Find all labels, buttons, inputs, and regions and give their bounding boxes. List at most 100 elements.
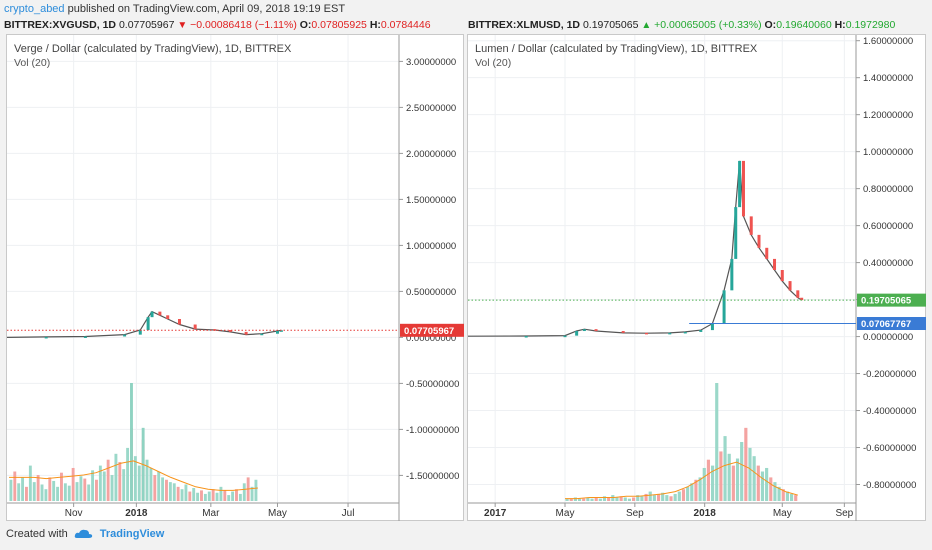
price-candle <box>780 270 784 282</box>
volume-bar <box>640 496 644 501</box>
volume-bar <box>686 486 690 501</box>
volume-bar <box>211 489 215 501</box>
volume-bar <box>636 495 640 501</box>
y-tick-label: 2.50000000 <box>406 103 456 114</box>
price-candle <box>773 258 777 270</box>
volume-bar <box>789 493 794 501</box>
volume-bar <box>36 475 40 501</box>
y-tick-label: 1.20000000 <box>863 110 913 121</box>
volume-bar <box>254 479 258 501</box>
ticker-open: 0.19640060 <box>776 19 832 31</box>
price-candle <box>575 331 579 336</box>
volume-bar <box>71 467 75 501</box>
volume-bar <box>238 493 242 501</box>
y-tick-label: -0.60000000 <box>863 443 916 454</box>
price-candle <box>699 330 703 332</box>
price-candle <box>228 330 232 332</box>
volume-bar <box>715 383 719 501</box>
volume-bar <box>644 493 648 501</box>
volume-bar <box>615 497 619 501</box>
volume-bar <box>192 488 196 501</box>
volume-bar <box>9 479 13 501</box>
volume-bar <box>161 477 165 501</box>
volume-bar <box>250 486 254 501</box>
volume-bar <box>594 497 598 501</box>
volume-bar <box>602 496 607 501</box>
volume-bar <box>565 498 569 501</box>
volume-bar <box>569 498 573 501</box>
y-tick-label: 0.00000000 <box>863 332 913 343</box>
volume-bar <box>126 447 130 501</box>
volume-bar <box>219 486 223 501</box>
volume-bar <box>577 498 582 501</box>
volume-bar <box>188 491 192 501</box>
ticker-last: 0.07705967 <box>118 19 175 31</box>
chart-lumen-svg[interactable]: 1.60000000 1.40000000 1.20000000 1.00000000… <box>468 35 927 522</box>
volume-bar <box>63 483 67 501</box>
price-candle <box>734 207 738 259</box>
volume-bar <box>582 498 586 501</box>
volume-bar <box>106 459 110 501</box>
volume-bar <box>781 489 785 501</box>
volume-bar <box>79 476 83 501</box>
chart-panel-verge[interactable]: 3.00000000 2.50000000 2.00000000 1.50000000… <box>6 34 464 521</box>
y-tick-label: 0.60000000 <box>863 221 913 232</box>
volume-bar <box>203 493 207 501</box>
volume-bar <box>586 497 590 501</box>
last-price-tag <box>857 293 926 307</box>
y-tick-label: 1.00000000 <box>406 241 456 252</box>
volume-bar <box>740 442 744 501</box>
volume-bar <box>137 465 141 501</box>
volume-bar <box>184 484 188 501</box>
price-candle <box>788 281 792 291</box>
chart-panel-lumen[interactable]: 1.60000000 1.40000000 1.20000000 1.00000000… <box>467 34 926 521</box>
volume-bar <box>118 462 122 501</box>
y-tick-label: 0.40000000 <box>863 258 913 269</box>
volume-bar <box>652 495 656 501</box>
tradingview-brand[interactable]: TradingView <box>99 528 165 540</box>
volume-bar <box>702 467 706 501</box>
horizontal-line-label: 0.07067767 <box>861 319 911 330</box>
volume-bar <box>67 485 71 501</box>
chart-verge-svg[interactable]: 3.00000000 2.50000000 2.00000000 1.50000000… <box>7 35 465 522</box>
price-candle <box>800 297 804 301</box>
x-tick-label: 2018 <box>125 508 148 519</box>
footer: Created with TradingView <box>6 528 164 540</box>
x-tick-label: May <box>773 508 792 519</box>
price-candle <box>594 329 598 332</box>
price-candle <box>710 323 714 331</box>
volume-bar <box>207 491 211 501</box>
price-candle <box>621 331 625 333</box>
tradingview-cloud-icon <box>74 529 92 538</box>
price-candle <box>582 329 586 332</box>
price-candle <box>83 336 87 338</box>
price-candle <box>177 319 181 325</box>
volume-bar <box>91 470 95 501</box>
ticker-high: 0.1972980 <box>845 19 896 31</box>
x-tick-label: Mar <box>202 508 220 519</box>
high-label: H: <box>834 19 846 31</box>
volume-bar <box>231 491 235 501</box>
y-tick-label: 0.00000000 <box>406 333 456 344</box>
ticker-change: +0.00065005 (+0.33%) <box>654 19 762 31</box>
price-candle <box>244 331 248 335</box>
volume-bar <box>52 480 56 501</box>
volume-bar <box>794 495 798 501</box>
volume-bar <box>752 456 756 501</box>
volume-bar <box>694 479 698 501</box>
volume-bar <box>727 453 731 501</box>
volume-bar <box>627 498 632 501</box>
price-candle <box>193 324 197 330</box>
price-candle <box>738 160 742 208</box>
price-candle <box>524 336 528 338</box>
volume-bar <box>56 486 60 501</box>
price-candle <box>730 258 734 291</box>
price-candle <box>158 311 162 316</box>
volume-bar <box>690 483 694 501</box>
indicator-label: Vol (20) <box>475 57 511 69</box>
volume-bar <box>590 498 594 501</box>
volume-bar <box>176 486 180 501</box>
volume-bar <box>744 427 748 501</box>
volume-bar <box>677 491 681 501</box>
author-name[interactable]: crypto_abed <box>4 3 65 15</box>
